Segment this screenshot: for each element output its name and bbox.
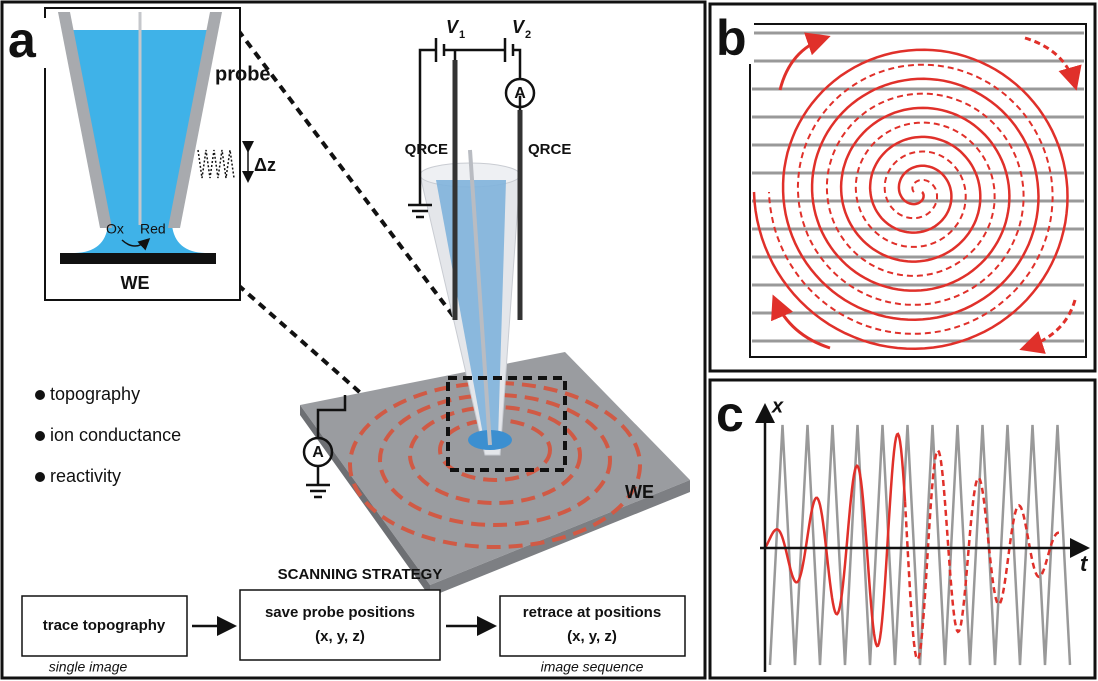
electrode-label: QRCE [528,141,571,158]
step-box [240,590,440,660]
step-coords: (x, y, z) [315,628,365,645]
electrode-label: WE [121,273,150,293]
step-caption: image sequence [541,659,644,675]
bullet [35,431,45,441]
scan-area [750,24,1086,357]
electrode-label: QRCE [405,141,448,158]
dz-label: Δz [254,155,276,175]
ox-label: Ox [106,221,124,237]
strategy-title: SCANNING STRATEGY [278,566,443,583]
y-axis-label: x [771,395,784,417]
mode-label: ion conductance [50,425,181,445]
electrode-label: WE [625,482,654,502]
step-label: retrace at positions [523,604,661,621]
panel-label: b [716,10,747,66]
step-caption: single image [49,659,128,675]
probe-label: probe [215,63,271,85]
voltage-subscript: 2 [525,29,531,41]
panel-label: a [8,12,37,68]
inset-electrode [60,253,216,264]
voltage-label: V [446,17,460,37]
mode-label: reactivity [50,466,121,486]
bullet [35,472,45,482]
bullet [35,390,45,400]
mode-label: topography [50,384,140,404]
ammeter-label: A [514,85,526,102]
step-label: trace topography [43,617,166,634]
voltage-label: V [512,17,526,37]
figure: A A V 1 V 2 QRCE QRCE WE probe Δz Ox Red… [0,0,1098,681]
step-coords: (x, y, z) [567,628,617,645]
step-label: save probe positions [265,604,415,621]
red-label: Red [140,221,166,237]
voltage-subscript: 1 [459,29,465,41]
panel-label: c [716,386,744,442]
ammeter-label: A [312,444,324,461]
